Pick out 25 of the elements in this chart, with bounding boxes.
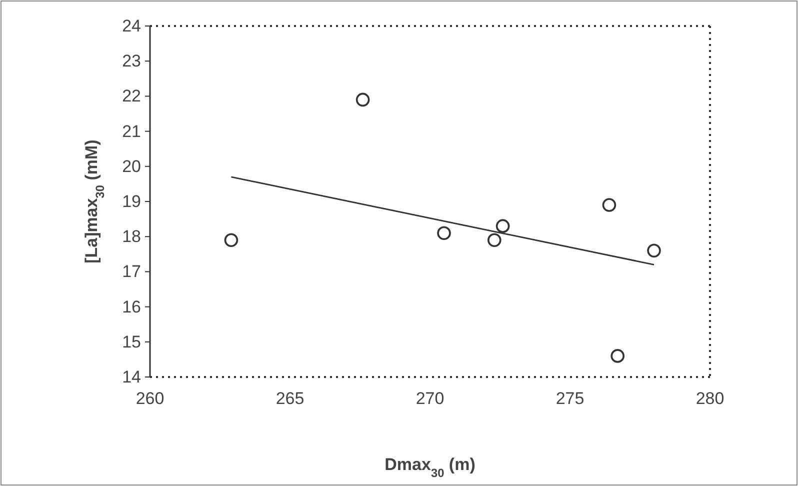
y-tick-label: 23 bbox=[122, 52, 141, 71]
point bbox=[610, 349, 624, 363]
x-tick-label: 280 bbox=[696, 389, 724, 408]
y-tick-label: 16 bbox=[122, 297, 141, 316]
x-tick-label: 270 bbox=[416, 389, 444, 408]
y-tick-label: 19 bbox=[122, 192, 141, 211]
x-tick-label: 275 bbox=[556, 389, 584, 408]
y-tick-label: 24 bbox=[122, 16, 141, 36]
y-tick-label: 18 bbox=[122, 227, 141, 246]
y-tick-label: 15 bbox=[122, 332, 141, 352]
point bbox=[647, 244, 661, 258]
point bbox=[496, 219, 510, 233]
y-tick-label: 20 bbox=[122, 156, 141, 176]
y-tick-label: 17 bbox=[122, 262, 141, 282]
point bbox=[356, 92, 370, 107]
y-tick-label: 22 bbox=[122, 86, 141, 106]
x-axis-title: Dmax$_{30}$ (m) bbox=[384, 455, 476, 480]
point bbox=[224, 233, 238, 248]
y-tick-label: 21 bbox=[122, 122, 141, 141]
x-tick-label: 265 bbox=[276, 389, 304, 408]
point bbox=[602, 198, 616, 212]
point bbox=[488, 233, 502, 248]
y-tick-label: 14 bbox=[122, 368, 141, 386]
x-tick-label: 260 bbox=[136, 389, 164, 408]
point bbox=[437, 226, 451, 240]
